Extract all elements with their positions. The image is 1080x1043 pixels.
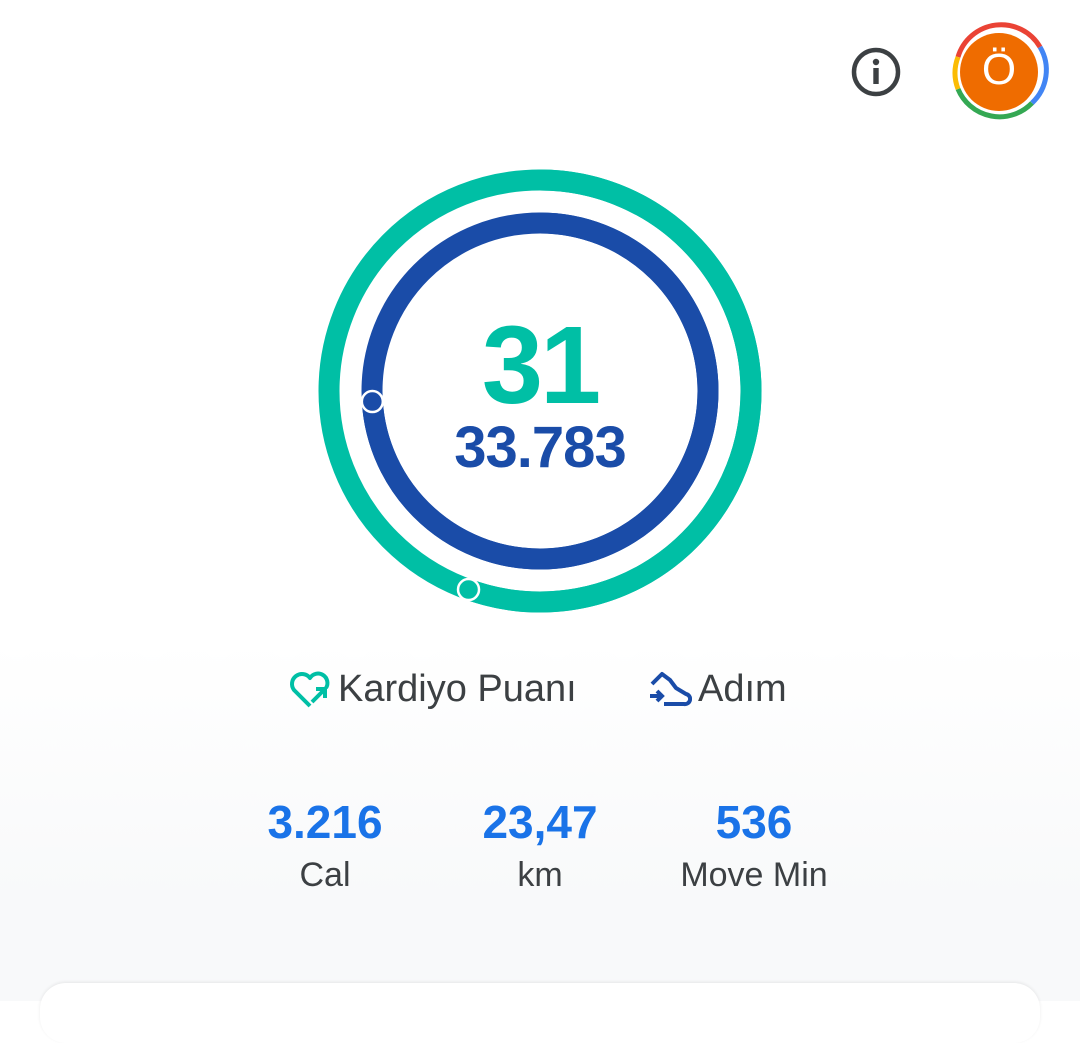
legend-cardio: Kardiyo Puanı xyxy=(288,668,577,711)
next-card xyxy=(40,983,1040,1043)
heart-cardio-icon xyxy=(290,671,330,707)
steps-ring-overlap xyxy=(361,212,719,570)
steps-ring-end-cap xyxy=(360,389,385,414)
cardio-ring-overlap xyxy=(458,169,762,613)
stat-distance: 23,47 km xyxy=(410,794,670,900)
activity-rings xyxy=(318,169,762,613)
stat-label: km xyxy=(517,856,563,894)
stat-label: Move Min xyxy=(680,856,828,894)
legend-cardio-label: Kardiyo Puanı xyxy=(338,668,577,710)
account-avatar[interactable]: Ö xyxy=(946,19,1052,125)
stat-move-minutes: 536 Move Min xyxy=(624,794,884,900)
steps-value: 33.783 xyxy=(454,415,626,480)
steps-shoe-icon xyxy=(650,671,692,706)
stat-calories: 3.216 Cal xyxy=(195,794,455,900)
stat-label: Cal xyxy=(299,856,351,894)
avatar-letter: Ö xyxy=(981,45,1017,94)
cardio-points-value: 31 xyxy=(481,304,601,427)
legend-steps: Adım xyxy=(648,668,787,711)
legend-steps-label: Adım xyxy=(698,668,787,710)
stat-value: 23,47 xyxy=(482,796,598,848)
info-button[interactable] xyxy=(850,46,902,98)
cardio-ring-end-cap xyxy=(456,577,481,602)
stat-value: 3.216 xyxy=(267,796,383,848)
info-icon xyxy=(851,47,901,97)
stat-value: 536 xyxy=(715,796,793,848)
